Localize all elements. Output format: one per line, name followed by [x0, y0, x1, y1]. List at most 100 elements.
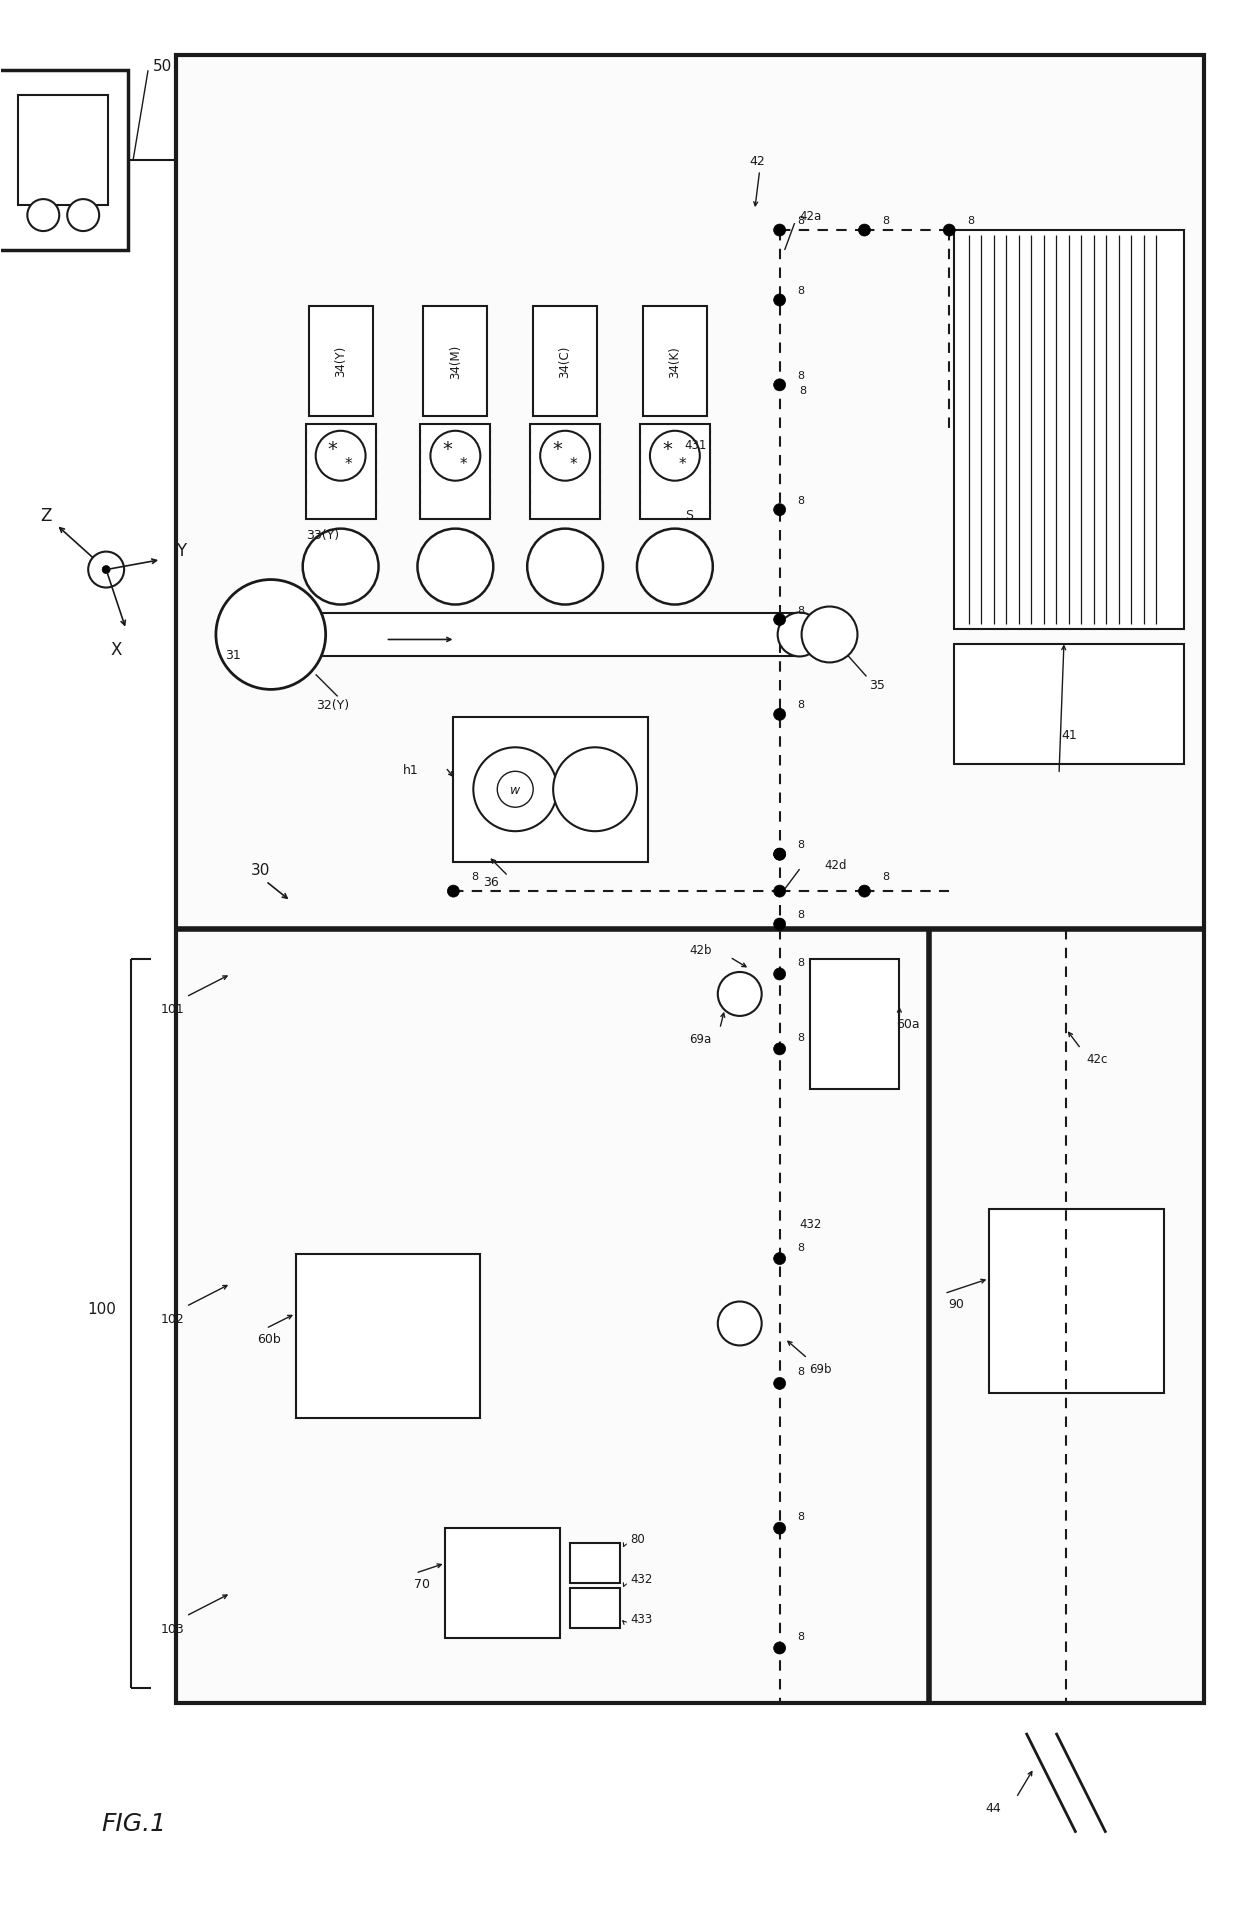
Text: 42a: 42a — [800, 210, 822, 223]
Text: 30: 30 — [250, 862, 270, 877]
Circle shape — [774, 1254, 786, 1265]
Text: 70: 70 — [414, 1577, 430, 1590]
Bar — [640, 425, 709, 519]
Bar — [955, 231, 1184, 631]
Circle shape — [774, 613, 786, 627]
Bar — [810, 960, 899, 1088]
Text: 90: 90 — [949, 1298, 965, 1310]
Circle shape — [774, 294, 786, 308]
Text: 100: 100 — [87, 1302, 117, 1317]
Text: 32(Y): 32(Y) — [316, 698, 348, 712]
Bar — [176, 56, 1204, 1704]
Text: 34(Y): 34(Y) — [334, 346, 347, 377]
Circle shape — [774, 1377, 786, 1390]
Text: 42: 42 — [750, 154, 765, 167]
Circle shape — [801, 608, 858, 663]
Text: 69a: 69a — [689, 1033, 712, 1046]
Text: 433: 433 — [630, 1611, 652, 1625]
Text: 34(C): 34(C) — [559, 346, 572, 377]
Text: *: * — [552, 440, 562, 460]
Circle shape — [448, 887, 459, 898]
Text: 50: 50 — [153, 60, 172, 73]
Text: 8: 8 — [797, 840, 805, 850]
Text: *: * — [662, 440, 672, 460]
Text: 60b: 60b — [257, 1333, 280, 1346]
Text: 8: 8 — [797, 215, 805, 225]
Text: Z: Z — [41, 506, 52, 525]
Text: 432: 432 — [800, 1217, 822, 1231]
Text: 8: 8 — [797, 287, 805, 296]
Bar — [644, 308, 707, 417]
Circle shape — [553, 748, 637, 833]
Text: 103: 103 — [161, 1621, 185, 1635]
Circle shape — [303, 529, 378, 606]
Circle shape — [102, 565, 110, 575]
Text: 42c: 42c — [1086, 1052, 1107, 1065]
Text: 102: 102 — [161, 1311, 185, 1325]
Text: 8: 8 — [800, 387, 807, 396]
Text: 44: 44 — [986, 1802, 1001, 1813]
Circle shape — [718, 1302, 761, 1346]
Text: *: * — [443, 440, 453, 460]
Text: 8: 8 — [797, 700, 805, 710]
Text: 431: 431 — [684, 438, 707, 452]
Circle shape — [774, 710, 786, 721]
Circle shape — [541, 431, 590, 481]
Circle shape — [316, 431, 366, 481]
Circle shape — [430, 431, 480, 481]
Text: 8: 8 — [797, 1242, 805, 1252]
Text: 33(Y): 33(Y) — [306, 529, 339, 542]
Text: 41: 41 — [1061, 729, 1076, 742]
Text: 8: 8 — [471, 871, 479, 881]
Circle shape — [774, 1044, 786, 1056]
Circle shape — [650, 431, 699, 481]
Text: *: * — [680, 458, 687, 471]
Circle shape — [774, 504, 786, 517]
Circle shape — [27, 200, 60, 233]
Circle shape — [774, 919, 786, 931]
Circle shape — [474, 748, 557, 833]
Text: h1: h1 — [403, 763, 418, 777]
Bar — [531, 425, 600, 519]
Text: 8: 8 — [797, 1511, 805, 1521]
Text: w: w — [510, 783, 521, 796]
Bar — [454, 717, 649, 863]
Text: 80: 80 — [630, 1533, 645, 1544]
Text: 8: 8 — [797, 371, 805, 381]
Text: 34(M): 34(M) — [449, 344, 461, 379]
Circle shape — [777, 613, 822, 658]
Circle shape — [216, 581, 326, 690]
Bar — [570, 1588, 620, 1629]
Text: Y: Y — [176, 540, 186, 560]
Circle shape — [858, 887, 870, 898]
Text: 8: 8 — [797, 606, 805, 615]
Bar — [0, 71, 128, 250]
Bar — [955, 644, 1184, 765]
Text: *: * — [460, 458, 467, 471]
Text: 42d: 42d — [825, 858, 847, 871]
Text: 8: 8 — [883, 215, 889, 225]
Circle shape — [67, 200, 99, 233]
Text: 35: 35 — [869, 679, 885, 692]
Text: 432: 432 — [630, 1571, 652, 1585]
Text: 69b: 69b — [810, 1361, 832, 1375]
Bar — [423, 308, 487, 417]
Text: 34(K): 34(K) — [668, 346, 681, 377]
Text: 101: 101 — [161, 1004, 185, 1015]
Bar — [295, 1254, 480, 1419]
Circle shape — [418, 529, 494, 606]
Text: *: * — [345, 458, 352, 471]
Bar — [533, 308, 596, 417]
Bar — [445, 1529, 560, 1638]
Text: 31: 31 — [226, 648, 241, 662]
Bar — [19, 96, 108, 206]
Text: 8: 8 — [797, 958, 805, 967]
Text: 60a: 60a — [895, 1017, 919, 1031]
Text: 8: 8 — [797, 910, 805, 919]
Text: 8: 8 — [967, 215, 975, 225]
Text: 8: 8 — [797, 1033, 805, 1042]
Text: S: S — [684, 510, 693, 521]
Circle shape — [858, 225, 870, 237]
Bar — [270, 613, 800, 658]
Circle shape — [88, 552, 124, 588]
